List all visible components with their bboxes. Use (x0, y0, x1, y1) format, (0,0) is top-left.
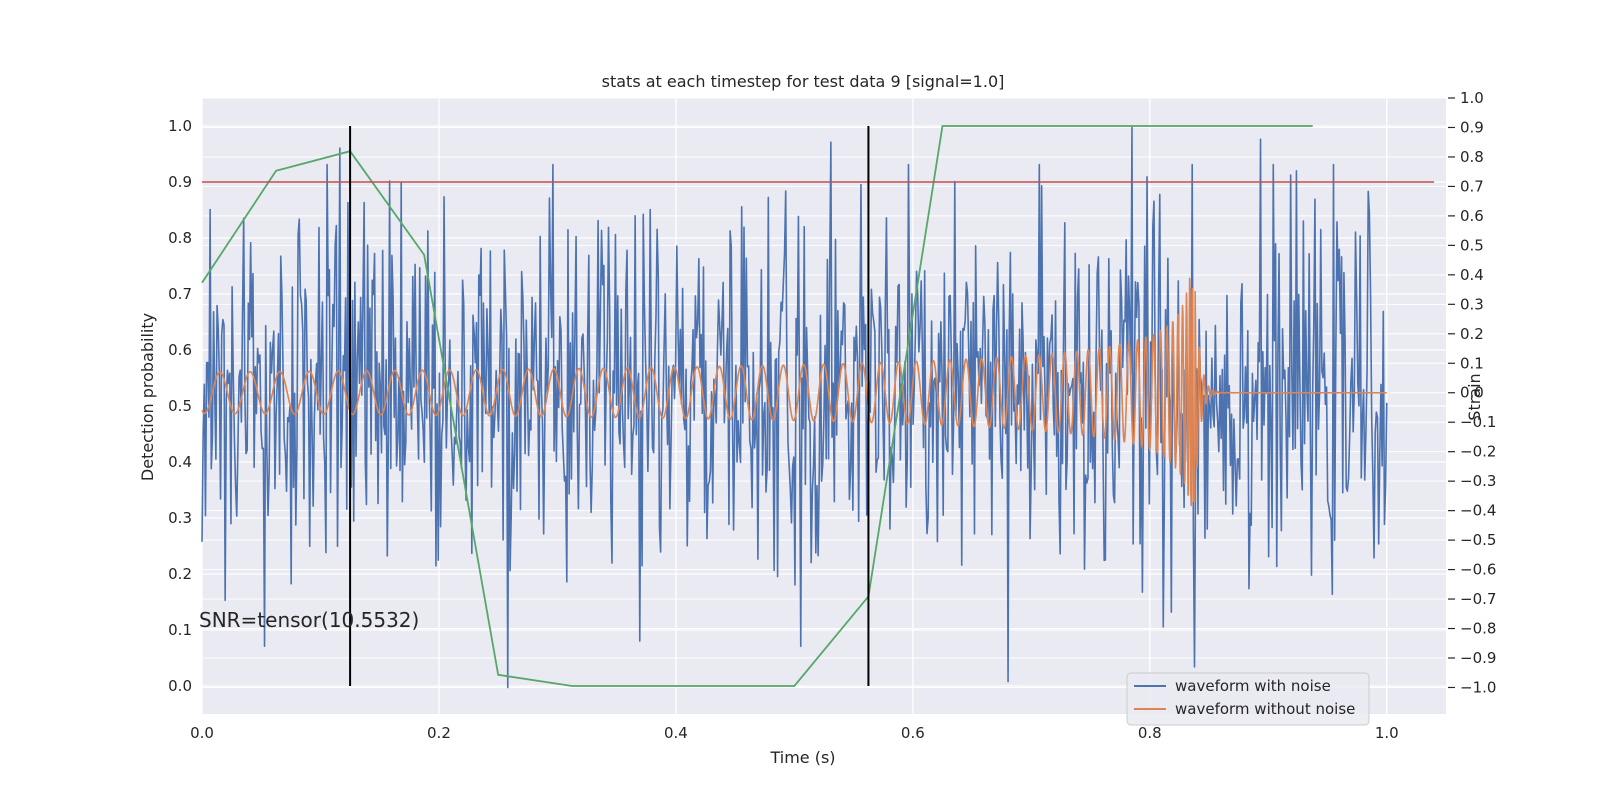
y-tick-label: 0.5 (168, 397, 192, 415)
y2-tick-label: −0.1 (1460, 413, 1496, 431)
series-detection-probability (201, 125, 1313, 687)
x-tick-label: 0.2 (427, 724, 451, 742)
y2-tick-label: 0.5 (1460, 236, 1484, 254)
waveform-without-noise-line (201, 277, 1388, 507)
y2-tick-label: −1.0 (1460, 678, 1496, 696)
y2-tick-label: −0.7 (1460, 590, 1496, 608)
y-axis-label-left: Detection probability (138, 313, 157, 481)
y-axis-left: 0.0 0.1 0.2 0.3 0.4 0.5 0.6 0.7 0.8 0.9 1.0 (168, 117, 192, 695)
x-tick-label: 0.6 (901, 724, 925, 742)
y-axis-right: −1.0 −0.9 −0.8 −0.7 −0.6 −0.5 −0.4 −0.3 −0.2 −0.1… (1448, 89, 1496, 696)
legend-label-waveform-without-noise: waveform without noise (1175, 700, 1355, 718)
legend: waveform with noise waveform without noi… (1126, 672, 1370, 726)
y-tick-label: 0.7 (168, 285, 192, 303)
x-tick-label: 1.0 (1375, 724, 1399, 742)
y2-tick-label: 0.1 (1460, 354, 1484, 372)
y2-tick-label: −0.8 (1460, 620, 1496, 638)
legend-box (1126, 672, 1370, 726)
y-axis-label-right: Strain (1465, 373, 1484, 420)
y2-tick-label: 0.4 (1460, 266, 1484, 284)
y2-tick-label: −0.2 (1460, 443, 1496, 461)
y2-tick-label: −0.6 (1460, 561, 1496, 579)
series-waveform-without-noise (201, 277, 1388, 507)
y-tick-label: 1.0 (168, 117, 192, 135)
y-tick-label: 0.9 (168, 173, 192, 191)
y2-tick-label: 0.3 (1460, 295, 1484, 313)
y2-tick-label: −0.4 (1460, 502, 1496, 520)
y-tick-label: 0.2 (168, 565, 192, 583)
x-tick-label: 0.0 (190, 724, 214, 742)
y2-tick-label: −0.9 (1460, 649, 1496, 667)
y-tick-label: 0.4 (168, 453, 192, 471)
snr-annotation: SNR=tensor(10.5532) (199, 608, 419, 632)
x-axis-label: Time (s) (769, 748, 835, 767)
grid (201, 97, 1446, 714)
y2-tick-label: −0.5 (1460, 531, 1496, 549)
y2-tick-label: 0.7 (1460, 177, 1484, 195)
y-tick-label: 0.8 (168, 229, 192, 247)
x-axis: 0.0 0.2 0.4 0.6 0.8 1.0 (190, 724, 1399, 742)
chart-title: stats at each timestep for test data 9 [… (602, 72, 1005, 91)
x-tick-label: 0.8 (1138, 724, 1162, 742)
y2-tick-label: −0.3 (1460, 472, 1496, 490)
detection-probability-line (201, 125, 1313, 687)
y2-tick-label: 0.6 (1460, 207, 1484, 225)
y-tick-label: 0.0 (168, 677, 192, 695)
x-tick-label: 0.4 (664, 724, 688, 742)
y-tick-label: 0.1 (168, 621, 192, 639)
y2-tick-label: 1.0 (1460, 89, 1484, 107)
y-tick-label: 0.6 (168, 341, 192, 359)
legend-label-waveform-with-noise: waveform with noise (1175, 677, 1331, 695)
y2-tick-label: 0.0 (1460, 384, 1484, 402)
y2-tick-label: 0.2 (1460, 325, 1484, 343)
y2-tick-label: 0.9 (1460, 118, 1484, 136)
vertical-markers (349, 126, 870, 686)
y2-tick-label: 0.8 (1460, 148, 1484, 166)
y-tick-label: 0.3 (168, 509, 192, 527)
